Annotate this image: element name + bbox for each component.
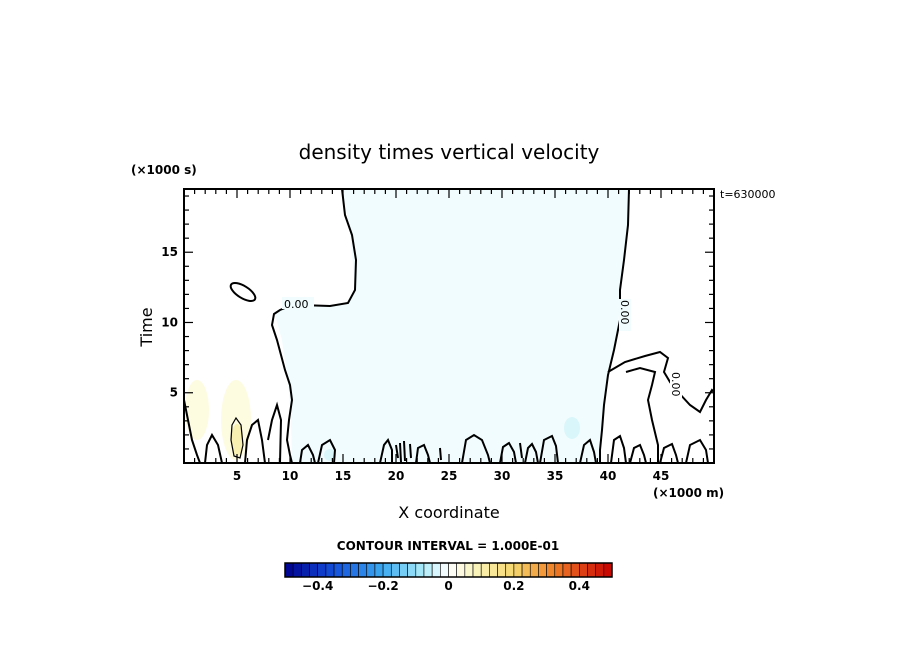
colorbar-cell [513, 562, 523, 578]
x-tick-label: 30 [494, 469, 511, 483]
colorbar-cell [382, 562, 392, 578]
contour-label: 0.00 [284, 298, 309, 311]
y-unit-label: (×1000 s) [131, 163, 197, 177]
colorbar-cell [546, 562, 556, 578]
colorbar-cell [497, 562, 507, 578]
zero-contour-core-loop [230, 416, 244, 459]
zero-contour-right [599, 189, 630, 463]
colorbar-tick-label: −0.2 [367, 579, 398, 593]
x-tick-label: 10 [282, 469, 299, 483]
colorbar-cell [587, 562, 596, 578]
colorbar-cell [480, 562, 490, 578]
colorbar-cell [325, 562, 335, 578]
x-tick-label: 15 [335, 469, 352, 483]
y-tick-label: 10 [161, 315, 178, 329]
colorbar-cell [529, 562, 539, 578]
colorbar-cell [578, 562, 588, 578]
y-tick-label: 15 [161, 245, 178, 259]
colorbar-cell [284, 562, 294, 578]
negative-spot-fill [564, 417, 580, 439]
x-tick-label: 5 [233, 469, 241, 483]
zero-contour-loop [229, 282, 257, 302]
x-tick-label: 45 [653, 469, 670, 483]
colorbar-cell [415, 562, 425, 578]
x-tick-label: 20 [388, 469, 405, 483]
colorbar-cell [570, 562, 580, 578]
colorbar-cell [341, 562, 351, 578]
colorbar-cell [472, 562, 482, 578]
colorbar-cell [440, 562, 449, 578]
contour-label: 0.00 [669, 372, 682, 397]
zero-contour-left-edge [184, 399, 201, 463]
colorbar-cell [456, 562, 466, 578]
positive-region-fill [221, 380, 251, 460]
x-unit-label: (×1000 m) [653, 486, 724, 500]
colorbar-cell [489, 562, 498, 578]
plot-area [184, 189, 714, 463]
colorbar-cell [595, 562, 605, 578]
colorbar-tick-label: 0 [444, 579, 452, 593]
zero-contour-left [270, 189, 358, 463]
colorbar-cell [317, 562, 327, 578]
colorbar-tick-label: 0.2 [503, 579, 524, 593]
y-tick-label: 5 [170, 386, 178, 400]
x-tick-label: 25 [441, 469, 458, 483]
colorbar-cell [562, 562, 572, 578]
colorbar-cell [423, 562, 433, 578]
contour-interval-text: CONTOUR INTERVAL = 1.000E-01 [337, 539, 559, 553]
colorbar-cell [366, 562, 376, 578]
colorbar-frame [284, 562, 613, 578]
colorbar-cell [407, 562, 417, 578]
colorbar-cell [333, 562, 343, 578]
time-stamp: t=630000 [720, 188, 776, 201]
colorbar-tick-label: −0.4 [302, 579, 333, 593]
chart-title: density times vertical velocity [299, 140, 600, 164]
y-tick-labels: 5 10 15 [161, 245, 178, 400]
colorbar-cell [301, 562, 310, 578]
colorbar-cell [309, 562, 318, 578]
colorbar-tick-label: 0.4 [569, 579, 590, 593]
colorbar-cell [292, 562, 302, 578]
colorbar-cell [431, 562, 441, 578]
positive-core-fill [231, 424, 243, 456]
zero-contour-right-inner [625, 366, 659, 463]
colorbar-cell [358, 562, 368, 578]
zero-contours [184, 189, 714, 463]
colorbar-cell [603, 562, 613, 578]
axis-ticks [184, 189, 714, 463]
colorbar [284, 562, 613, 578]
colorbar-labels: −0.4 −0.2 0 0.2 0.4 [302, 579, 590, 593]
x-tick-label: 40 [600, 469, 617, 483]
x-axis-label: X coordinate [398, 503, 499, 522]
x-tick-labels: 5 10 15 20 25 30 35 40 45 [233, 469, 670, 483]
colorbar-cell [554, 562, 564, 578]
negative-region-fill [274, 189, 629, 463]
colorbar-cell [350, 562, 359, 578]
x-tick-label: 35 [547, 469, 564, 483]
colorbar-cell [448, 562, 457, 578]
zero-contour-bottom-wiggles [204, 401, 709, 463]
colorbar-cell [464, 562, 474, 578]
colorbar-cell [521, 562, 531, 578]
colorbar-cell [538, 562, 547, 578]
contour-label: 0.00 [618, 300, 631, 325]
positive-region-fill [185, 380, 209, 440]
colorbar-cell [505, 562, 515, 578]
colorbar-cell [390, 562, 400, 578]
y-axis-label: Time [137, 307, 156, 347]
colorbar-cell [374, 562, 384, 578]
colorbar-cell [399, 562, 408, 578]
